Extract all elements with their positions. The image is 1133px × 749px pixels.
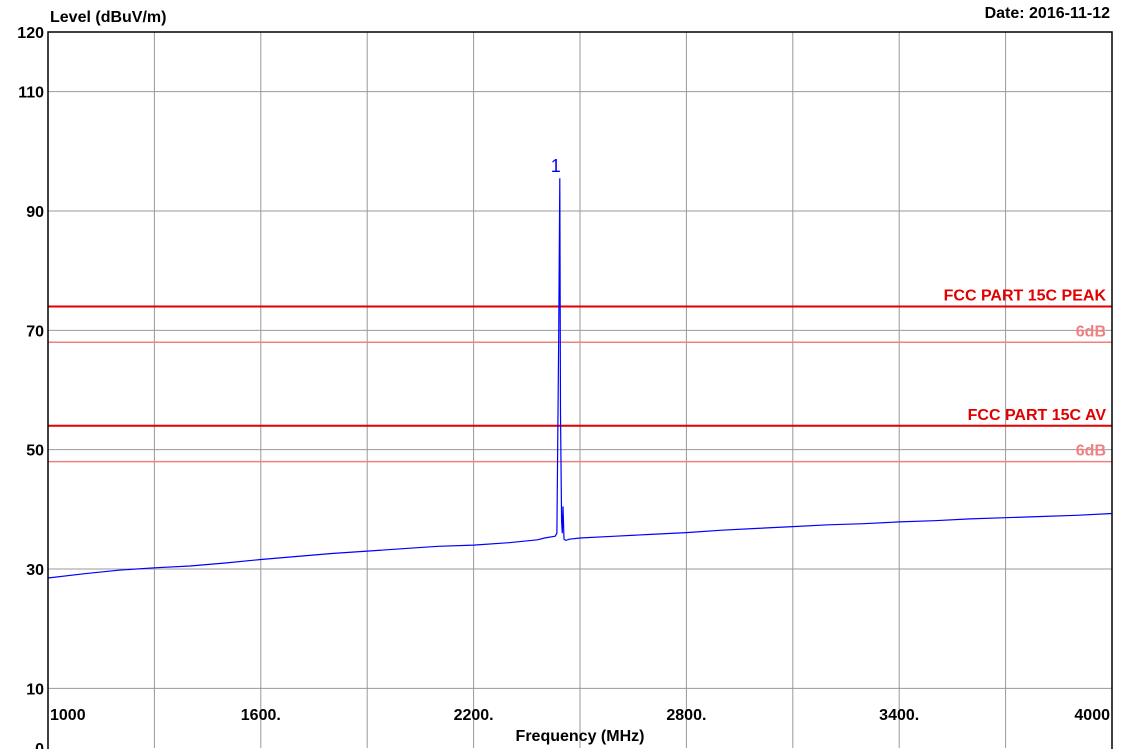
y-tick-label: 120 — [17, 25, 44, 42]
grid-lines — [48, 32, 1112, 748]
marker-label: 1 — [551, 156, 561, 176]
y-tick-label: 10 — [26, 681, 44, 698]
y-tick-label: 30 — [26, 562, 44, 579]
y-tick-label: 50 — [26, 443, 44, 460]
limit-line-label: 6dB — [1076, 443, 1106, 460]
x-tick-label: 4000 — [1074, 707, 1110, 724]
y-axis-title: Level (dBuV/m) — [50, 9, 166, 26]
limit-line-label: FCC PART 15C PEAK — [944, 287, 1107, 304]
plot-frame — [47, 31, 1113, 749]
x-tick-label: 2200. — [454, 707, 494, 724]
trace-markers: 1 — [551, 156, 561, 176]
limit-line-label: FCC PART 15C AV — [968, 407, 1107, 424]
emission-trace — [47, 178, 1113, 579]
x-axis-title: Frequency (MHz) — [516, 728, 645, 745]
y-tick-labels: 0 10 30 50 70 90 110 120 — [17, 25, 44, 749]
limit-line-label: 6dB — [1076, 323, 1106, 340]
date-label: Date: 2016-11-12 — [985, 5, 1111, 22]
y-tick-label: 0 — [35, 741, 44, 749]
y-tick-label: 90 — [26, 204, 44, 221]
x-tick-labels: 1000 1600. 2200. 2800. 3400. 4000 — [50, 707, 1110, 724]
limit-lines — [48, 305, 1112, 463]
y-tick-label: 70 — [26, 323, 44, 340]
trace-group — [47, 178, 1113, 579]
limit-line-labels: FCC PART 15C PEAK 6dB FCC PART 15C AV 6dB — [944, 287, 1107, 459]
x-tick-label: 1000 — [50, 707, 86, 724]
x-tick-label: 2800. — [666, 707, 706, 724]
y-tick-label: 110 — [18, 85, 44, 102]
x-tick-label: 1600. — [241, 707, 281, 724]
x-tick-label: 3400. — [879, 707, 919, 724]
